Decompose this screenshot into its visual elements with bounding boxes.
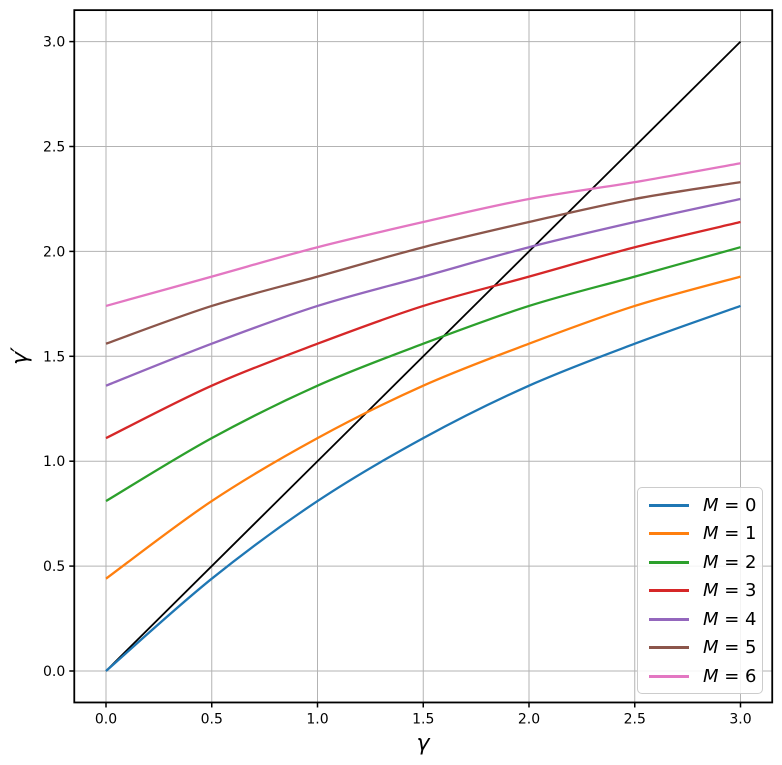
series-line-m4 [105,197,741,387]
y-tick-label: 3.0 [43,35,65,51]
legend-label: M = 0 [703,494,757,516]
series-layer [105,162,741,672]
legend-item-m5: M = 5 [638,634,762,663]
x-axis-label: γ [416,730,430,756]
x-tick-label: 1.5 [412,711,434,727]
x-tick-label: 2.5 [624,711,646,727]
tick-marks [69,40,742,708]
series-line-m3 [105,220,741,440]
legend-label: M = 5 [703,637,757,659]
reference-identity-line [105,40,742,672]
legend-line-swatch [649,589,689,593]
series-line-m1 [105,275,741,580]
y-tick-labels: 0.0 0.5 1.0 1.5 2.0 2.5 3.0 [43,35,65,680]
x-tick-label: 1.0 [306,711,328,727]
y-tick-label: 2.5 [43,140,65,156]
legend-line-swatch [649,503,689,507]
legend-item-m0: M = 0 [638,491,762,520]
series-line-m5 [105,181,741,345]
y-tick-label: 1.0 [43,454,65,470]
x-tick-label: 0.0 [95,711,117,727]
grid-layer [74,10,773,703]
y-axis-label: γ′ [7,347,33,366]
y-tick-label: 0.0 [43,664,65,680]
legend-item-m4: M = 4 [638,605,762,634]
x-tick-label: 3.0 [729,711,751,727]
legend-label: M = 1 [703,523,757,545]
x-tick-label: 2.0 [518,711,540,727]
legend-label: M = 3 [703,580,757,602]
legend-box: M = 0 M = 1 M = 2 M = 3 M = 4 M = 5 M = 6 [637,487,763,694]
legend-line-swatch [649,560,689,564]
legend-label: M = 2 [703,551,757,573]
x-tick-label: 0.5 [201,711,223,727]
legend-item-m2: M = 2 [638,548,762,577]
legend-item-m3: M = 3 [638,577,762,606]
y-tick-label: 0.5 [43,559,65,575]
y-tick-label: 1.5 [43,349,65,365]
legend-item-m6: M = 6 [638,662,762,691]
legend-line-swatch [649,617,689,621]
series-line-m6 [105,162,741,308]
y-tick-label: 2.0 [43,244,65,260]
legend-line-swatch [649,674,689,678]
legend-line-swatch [649,646,689,650]
series-line-m0 [105,304,741,672]
legend-line-swatch [649,532,689,536]
legend-label: M = 6 [703,665,757,687]
x-tick-labels: 0.0 0.5 1.0 1.5 2.0 2.5 3.0 [95,711,752,727]
legend-label: M = 4 [703,608,757,630]
legend-item-m1: M = 1 [638,520,762,549]
series-line-m2 [105,246,741,503]
